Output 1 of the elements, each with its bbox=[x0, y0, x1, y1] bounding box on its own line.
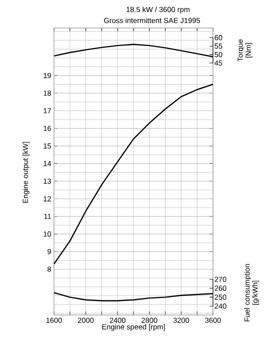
line-series bbox=[53, 84, 214, 265]
